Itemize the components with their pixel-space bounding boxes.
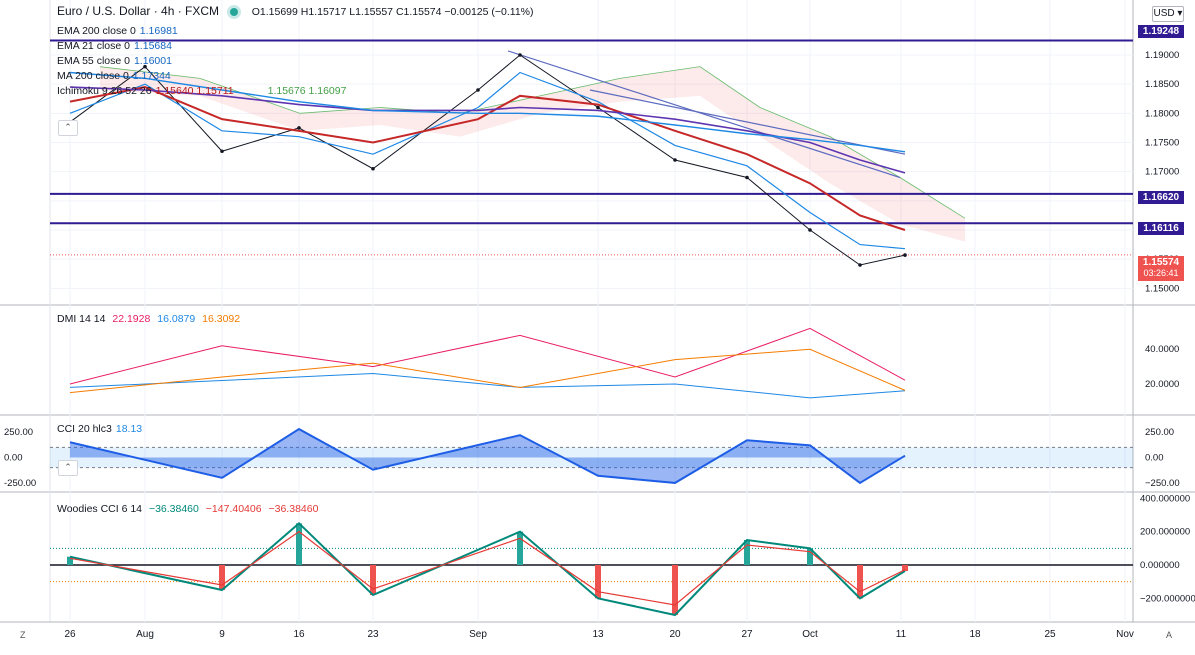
time-tick: 13 <box>592 629 604 640</box>
symbol-title: Euro / U.S. Dollar · 4h · FXCM <box>57 4 220 18</box>
dmi-series-2 <box>69 373 906 399</box>
woodies-bar <box>857 565 863 599</box>
auto-scale-icon[interactable]: A <box>1166 630 1173 640</box>
woodies-tick: 0.000000 <box>1140 560 1180 571</box>
currency-button[interactable]: USD ▾ <box>1152 6 1184 22</box>
legend-ichimoku[interactable]: Ichimoku 9 26 52 26 1.15640 1.15711 1.1567… <box>57 85 347 97</box>
legend-ma200[interactable]: MA 200 close 0 1.17344 <box>57 70 171 82</box>
cci-tick-left: -250.00 <box>4 478 36 489</box>
cci-legend: CCI 20 hlc3 18.13 <box>57 423 143 435</box>
time-tick: 16 <box>293 629 305 640</box>
ohlc-readout: O1.15699 H1.15717 L1.15557 C1.15574 −0.0… <box>251 6 534 18</box>
price-point <box>596 105 600 110</box>
price-point <box>220 149 224 154</box>
woodies-bar <box>672 565 678 615</box>
main-legend: EMA 200 close 0 1.16981 EMA 21 close 0 1.1… <box>57 24 350 99</box>
time-tick: Oct <box>802 629 818 640</box>
level-tag-3: 1.16116 <box>1138 222 1184 235</box>
dmi-tick: 20.0000 <box>1145 379 1179 390</box>
woodies-bar <box>902 565 908 572</box>
legend-ema200[interactable]: EMA 200 close 0 1.16981 <box>57 25 178 37</box>
cci-tick-right: 250.00 <box>1145 427 1174 438</box>
cci-tick-right: −250.00 <box>1145 478 1180 489</box>
series-ma-200-close-0 <box>69 71 906 153</box>
price-point <box>673 158 677 162</box>
price-tick: 1.18500 <box>1145 79 1179 90</box>
time-tick: 20 <box>669 629 681 640</box>
dmi-series-3 <box>69 348 906 394</box>
collapse-cci-button[interactable]: ⌃ <box>58 460 78 476</box>
woodies-tick: 200.000000 <box>1140 527 1190 538</box>
dmi-legend: DMI 14 14 22.1928 16.0879 16.3092 <box>57 313 241 325</box>
dmi-series-1 <box>69 327 906 385</box>
cci-tick-left: 0.00 <box>4 453 23 464</box>
market-open-icon <box>230 7 239 16</box>
woodies-tick: −200.000000 <box>1140 593 1195 604</box>
woodies-bar <box>517 531 523 565</box>
woodies-bar <box>807 548 813 565</box>
price-tick: 1.15000 <box>1145 283 1179 294</box>
legend-ema55[interactable]: EMA 55 close 0 1.16001 <box>57 55 172 67</box>
time-tick: 27 <box>741 629 753 640</box>
time-tick: 11 <box>896 629 907 640</box>
woodies-bar <box>67 556 73 565</box>
woodies-turbo-line <box>69 530 906 606</box>
price-tick: 1.17500 <box>1145 138 1179 149</box>
level-tag-2: 1.16620 <box>1138 191 1184 204</box>
time-tick: Nov <box>1116 629 1134 640</box>
series-ema-55-close-0 <box>69 86 906 231</box>
price-tick: 1.17000 <box>1145 167 1179 178</box>
time-tick: 18 <box>969 629 981 640</box>
time-tick: 9 <box>219 629 225 640</box>
price-point <box>745 175 749 180</box>
time-tick: 25 <box>1044 629 1056 640</box>
woodies-bar <box>219 565 225 590</box>
price-tick: 1.18000 <box>1145 108 1179 119</box>
price-point <box>143 64 147 69</box>
time-tick: 26 <box>64 629 76 640</box>
time-tick: 23 <box>367 629 379 640</box>
legend-ema21[interactable]: EMA 21 close 0 1.15684 <box>57 40 172 52</box>
price-point <box>858 263 862 267</box>
woodies-bar <box>296 523 302 565</box>
woodies-bar <box>370 565 376 595</box>
series-ema-21-close-0 <box>69 71 906 250</box>
last-price-tag: 1.15574 03:26:41 <box>1138 256 1184 281</box>
zoom-icon[interactable]: Z <box>20 630 26 640</box>
cci-line <box>69 427 906 485</box>
price-tick: 1.19000 <box>1145 50 1179 61</box>
woodies-cci-line <box>69 521 906 617</box>
woodies-tick: 400.000000 <box>1140 493 1190 504</box>
series-ema-200-close-0 <box>69 86 906 174</box>
price-point <box>297 126 301 130</box>
woodies-bar <box>595 565 601 599</box>
trend-line-2 <box>589 89 906 155</box>
cci-tick-left: 250.00 <box>4 427 33 438</box>
trend-line-1 <box>507 50 901 179</box>
time-tick: Aug <box>136 629 154 640</box>
woodies-legend: Woodies CCI 6 14 −36.38460 −147.40406 −3… <box>57 503 319 515</box>
ichimoku-cloud <box>100 66 965 242</box>
price-point <box>476 88 480 92</box>
woodies-bar <box>744 540 750 565</box>
price-point <box>808 228 812 232</box>
time-tick: Sep <box>469 629 487 640</box>
cci-tick-right: 0.00 <box>1145 453 1164 464</box>
collapse-legend-button[interactable]: ⌃ <box>58 120 78 136</box>
price-point <box>371 166 375 171</box>
price-point <box>903 253 907 257</box>
cci-band <box>50 447 1133 468</box>
price-point <box>518 53 522 57</box>
level-tag-1: 1.19248 <box>1138 25 1184 38</box>
dmi-tick: 40.0000 <box>1145 344 1179 355</box>
symbol-header: Euro / U.S. Dollar · 4h · FXCM O1.15699 … <box>57 4 534 18</box>
